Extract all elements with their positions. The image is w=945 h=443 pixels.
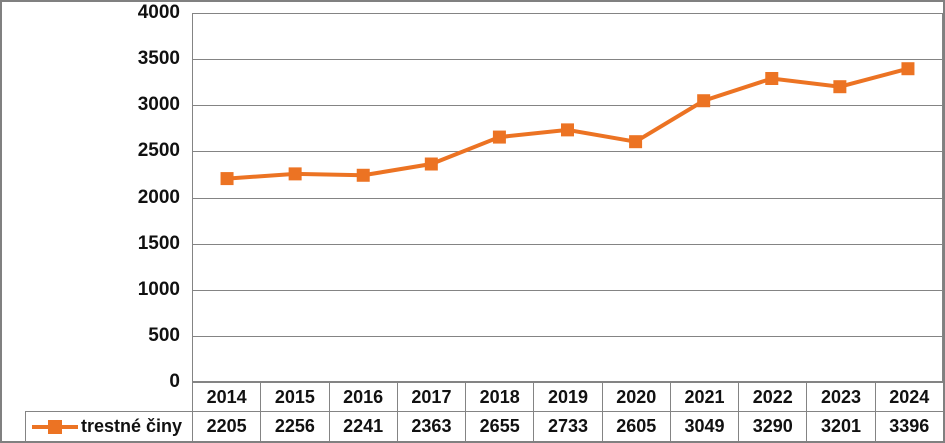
x-axis-label: 2020 bbox=[601, 383, 670, 411]
data-table-value: 3049 bbox=[669, 412, 738, 441]
data-point-marker bbox=[629, 135, 643, 149]
x-axis-label: 2021 bbox=[669, 383, 738, 411]
data-table-value: 2256 bbox=[260, 412, 328, 441]
data-point-marker bbox=[424, 157, 438, 171]
x-axis-labels-row: 2014 2015 2016 2017 2018 2019 2020 2021 2022 2023… bbox=[192, 382, 943, 411]
data-table-value: 3201 bbox=[806, 412, 874, 441]
data-table-value: 2363 bbox=[396, 412, 465, 441]
y-axis-label: 2000 bbox=[137, 186, 180, 208]
y-axis-label: 0 bbox=[169, 371, 180, 392]
y-axis: 0 500 1000 1500 2000 2500 3000 3500 4000 bbox=[2, 2, 182, 441]
data-table-value: 2733 bbox=[533, 412, 601, 441]
x-axis-label: 2022 bbox=[738, 383, 806, 411]
line-series-svg bbox=[193, 13, 942, 382]
data-point-marker bbox=[492, 130, 506, 144]
x-axis-label: 2017 bbox=[396, 383, 465, 411]
data-table-value: 2241 bbox=[328, 412, 397, 441]
x-axis-label: 2024 bbox=[874, 383, 943, 411]
data-point-marker bbox=[561, 123, 574, 137]
legend-label: trestné činy bbox=[81, 416, 183, 436]
y-axis-label: 2500 bbox=[137, 140, 180, 162]
plot-area bbox=[192, 13, 943, 382]
legend-line-marker-icon bbox=[32, 419, 78, 435]
data-point-marker bbox=[901, 62, 915, 76]
data-point-marker bbox=[288, 167, 302, 181]
y-axis-label: 3500 bbox=[137, 48, 180, 70]
x-axis-label: 2018 bbox=[465, 383, 533, 411]
x-axis-label: 2023 bbox=[806, 383, 874, 411]
data-table-values-row: 2205 2256 2241 2363 2655 2733 2605 3049 3290 3201… bbox=[192, 411, 943, 441]
data-point-marker bbox=[356, 168, 370, 182]
y-axis-label: 1500 bbox=[137, 232, 180, 254]
y-axis-label: 1000 bbox=[137, 278, 180, 300]
data-table-value: 2605 bbox=[601, 412, 670, 441]
data-table-value: 2655 bbox=[465, 412, 533, 441]
data-point-marker bbox=[833, 80, 847, 94]
data-point-marker bbox=[765, 71, 779, 85]
x-axis-label: 2014 bbox=[206, 386, 247, 407]
data-table-value: 3290 bbox=[738, 412, 806, 441]
y-axis-label: 3000 bbox=[137, 94, 180, 116]
data-point-marker bbox=[220, 172, 234, 186]
legend: trestné činy bbox=[25, 411, 192, 441]
data-table-value: 2205 bbox=[206, 416, 247, 436]
data-point-marker bbox=[697, 94, 711, 108]
x-axis-label: 2019 bbox=[533, 383, 601, 411]
y-axis-label: 4000 bbox=[137, 2, 180, 23]
y-axis-label: 500 bbox=[148, 324, 180, 346]
data-table-value: 3396 bbox=[874, 412, 943, 441]
x-axis-label: 2015 bbox=[260, 383, 328, 411]
x-axis-label: 2016 bbox=[328, 383, 397, 411]
